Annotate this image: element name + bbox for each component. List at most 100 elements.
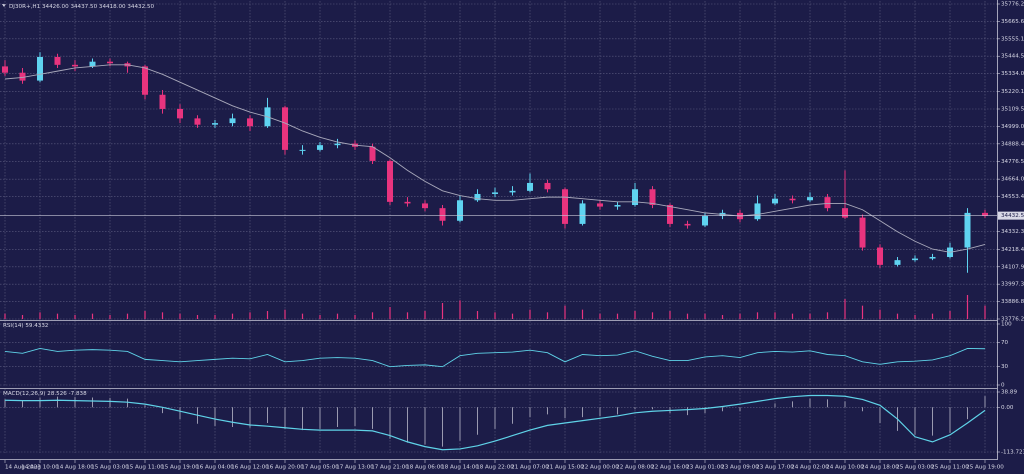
x-tick-label: 25 Aug 03:00 [896, 465, 934, 471]
volume-bar [161, 312, 164, 319]
candle-body [544, 182, 551, 190]
y-tick-label: 33776.25 [1001, 317, 1024, 323]
candle-body [929, 256, 936, 259]
candle-body [702, 216, 708, 226]
x-tick-label: 15 Aug 19:00 [161, 465, 199, 471]
candle-body [562, 189, 568, 224]
x-tick-label: 14 Aug 10:00 [21, 465, 59, 471]
volume-bar [459, 300, 461, 319]
y-tick-label: 34332.35 [1001, 229, 1024, 235]
x-tick-label: 24 Aug 02:00 [791, 465, 829, 471]
candle-body [194, 118, 201, 125]
volume-bar [686, 313, 689, 319]
volume-bar [826, 312, 829, 319]
candle-body [457, 200, 463, 221]
candle-body [334, 143, 341, 146]
volume-bar [791, 313, 794, 319]
candle-body [159, 94, 166, 109]
candle-body [894, 260, 901, 265]
candle-body [842, 208, 848, 218]
candle-body [247, 118, 253, 127]
candle-body [772, 198, 778, 204]
x-tick-label: 15 Aug 11:00 [126, 465, 164, 471]
x-tick-label: 17 Aug 05:00 [301, 465, 339, 471]
y-tick-label: 33997.35 [1001, 282, 1024, 288]
volume-bar [949, 311, 951, 319]
candle-body [807, 197, 813, 201]
panel-title: MACD(12,26,9) 28.526 -7.838 [3, 391, 87, 397]
candle-body [597, 203, 603, 207]
volume-bar [389, 307, 391, 319]
candle-body [492, 192, 498, 194]
candle-body [177, 108, 183, 119]
panel-title: RSI(14) 59.4332 [3, 323, 48, 329]
candle-body [964, 212, 971, 248]
x-tick-label: 25 Aug 19:00 [966, 465, 1004, 471]
panel-title: DJ30R+,H1 34426.00 34437.50 34418.00 344… [9, 4, 155, 10]
x-tick-label: 16 Aug 20:00 [266, 465, 304, 471]
x-tick-label: 14 Aug 2023 [5, 465, 41, 471]
volume-bar [721, 315, 724, 319]
x-tick-label: 25 Aug 11:00 [931, 465, 969, 471]
candle-body [89, 61, 96, 67]
y-tick-label: 35334.00 [1001, 71, 1024, 77]
volume-bar [704, 313, 706, 319]
candle-body [107, 61, 113, 64]
candle-body [527, 182, 533, 191]
candle-body [579, 203, 586, 224]
volume-bar [144, 311, 146, 319]
candle-body [509, 190, 516, 193]
candle-body [877, 247, 883, 265]
volume-bar [91, 313, 94, 319]
x-tick-label: 16 Aug 12:00 [231, 465, 269, 471]
moving-average [4, 64, 986, 253]
volume-bar [39, 312, 41, 319]
volume-bar [581, 309, 584, 319]
y-tick-label: 34664.00 [1001, 177, 1024, 183]
x-tick-label: 23 Aug 09:00 [721, 465, 759, 471]
y-tick-label: 34107.90 [1001, 264, 1024, 270]
candle-body [982, 212, 988, 216]
x-tick-label: 22 Aug 16:00 [651, 465, 689, 471]
candle-body [859, 217, 866, 248]
y-tick-label: 30 [1001, 364, 1009, 370]
candle-body [2, 66, 8, 73]
volume-bar [739, 313, 741, 319]
volume-bar [441, 303, 444, 319]
x-tick-label: 18 Aug 06:00 [406, 465, 444, 471]
volume-bar [844, 299, 846, 319]
volume-bar [616, 313, 619, 319]
candle-body [369, 146, 376, 161]
x-tick-label: 22 Aug 08:00 [616, 465, 654, 471]
y-tick-label: 33886.80 [1001, 299, 1024, 305]
volume-bar [126, 313, 129, 319]
volume-bar [529, 309, 531, 319]
candle-body [912, 258, 918, 261]
candle-body [789, 198, 796, 201]
volume-bar [109, 315, 111, 319]
candle-body [404, 201, 411, 204]
volume-bar [861, 305, 864, 319]
volume-bar [651, 312, 654, 319]
candle-body [387, 160, 393, 202]
x-tick-label: 15 Aug 03:00 [91, 465, 129, 471]
volume-bar [249, 312, 251, 319]
x-tick-label: 23 Aug 17:00 [756, 465, 794, 471]
x-tick-label: 24 Aug 10:00 [826, 465, 864, 471]
volume-bar [669, 311, 671, 319]
x-tick-label: 16 Aug 04:00 [196, 465, 234, 471]
volume-bar [599, 313, 601, 319]
volume-bar [231, 313, 234, 319]
volume-bar [196, 315, 199, 319]
volume-bar [511, 313, 514, 319]
volume-bar [354, 315, 356, 319]
y-tick-label: 34218.45 [1001, 247, 1024, 253]
volume-bar [371, 312, 374, 319]
candle-body [754, 203, 761, 220]
y-tick-label: 70 [1001, 340, 1009, 346]
y-tick-label: 35776.20 [1001, 2, 1024, 8]
volume-bar [984, 305, 986, 319]
y-tick-label: 35555.10 [1001, 36, 1024, 42]
candle-body [299, 149, 306, 151]
